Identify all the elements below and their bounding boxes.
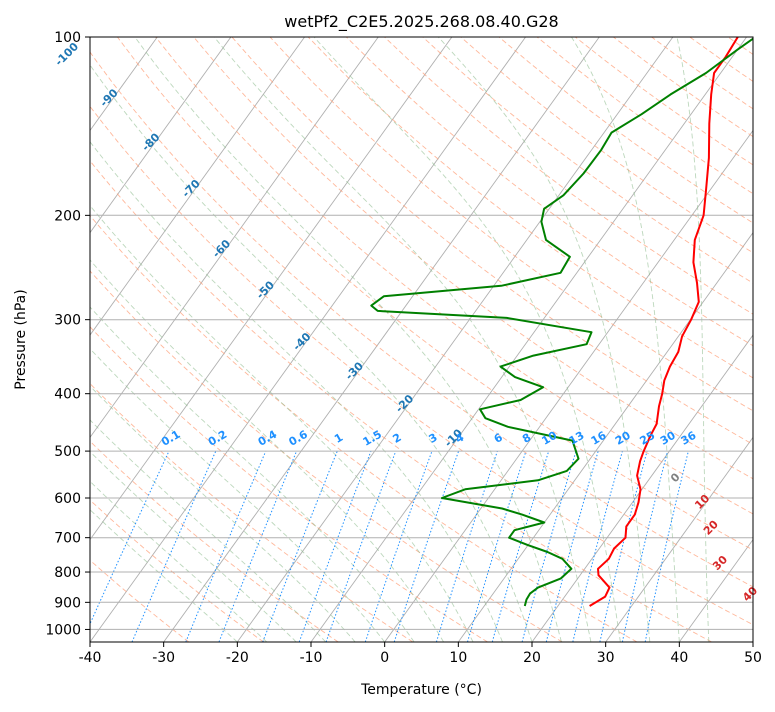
y-tick-label: 1000	[45, 622, 81, 638]
y-tick-label: 900	[54, 595, 81, 611]
x-tick-label: -10	[300, 650, 323, 666]
x-axis-label: Temperature (°C)	[360, 682, 482, 698]
x-tick-label: 0	[380, 650, 389, 666]
y-tick-label: 500	[54, 444, 81, 460]
x-tick-label: 20	[523, 650, 541, 666]
y-axis-label: Pressure (hPa)	[13, 289, 29, 389]
y-tick-label: 400	[54, 387, 81, 403]
x-tick-label: -30	[152, 650, 175, 666]
x-tick-label: -40	[79, 650, 102, 666]
x-tick-label: 10	[449, 650, 467, 666]
x-tick-label: 30	[597, 650, 615, 666]
x-tick-label: 50	[744, 650, 762, 666]
x-tick-label: 40	[670, 650, 688, 666]
y-tick-label: 800	[54, 565, 81, 581]
y-tick-label: 300	[54, 313, 81, 329]
x-tick-label: -20	[226, 650, 249, 666]
y-tick-label: 600	[54, 491, 81, 507]
y-tick-label: 700	[54, 531, 81, 547]
y-tick-label: 100	[54, 30, 81, 46]
chart-title: wetPf2_C2E5.2025.268.08.40.G28	[284, 12, 558, 32]
y-tick-label: 200	[54, 208, 81, 224]
